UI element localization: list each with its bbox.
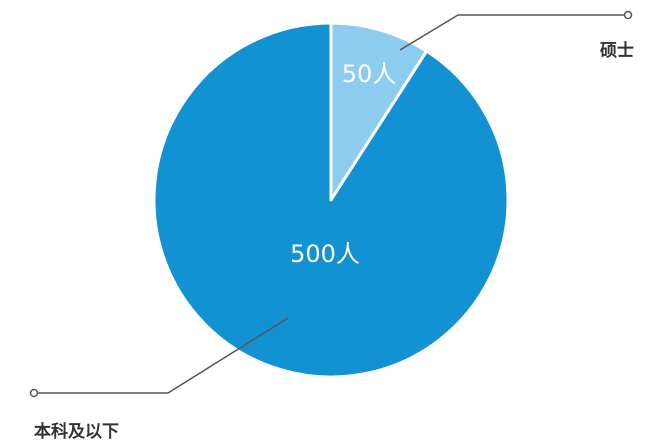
pie-slice-1 — [152, 21, 510, 379]
category-label-0: 硕士 — [600, 40, 634, 61]
leader-lines — [29, 10, 633, 398]
pie-slice-0 — [329, 21, 429, 202]
pie-slices — [152, 21, 510, 379]
slice-value-label-0: 50人 — [342, 60, 397, 88]
category-label-1: 本科及以下 — [34, 421, 119, 441]
leader-line-1 — [34, 317, 289, 394]
leader-dot-0 — [623, 10, 633, 20]
slice-value-label-1: 500人 — [290, 240, 360, 268]
leader-line-0 — [399, 14, 628, 51]
leader-dot-1 — [29, 388, 39, 398]
